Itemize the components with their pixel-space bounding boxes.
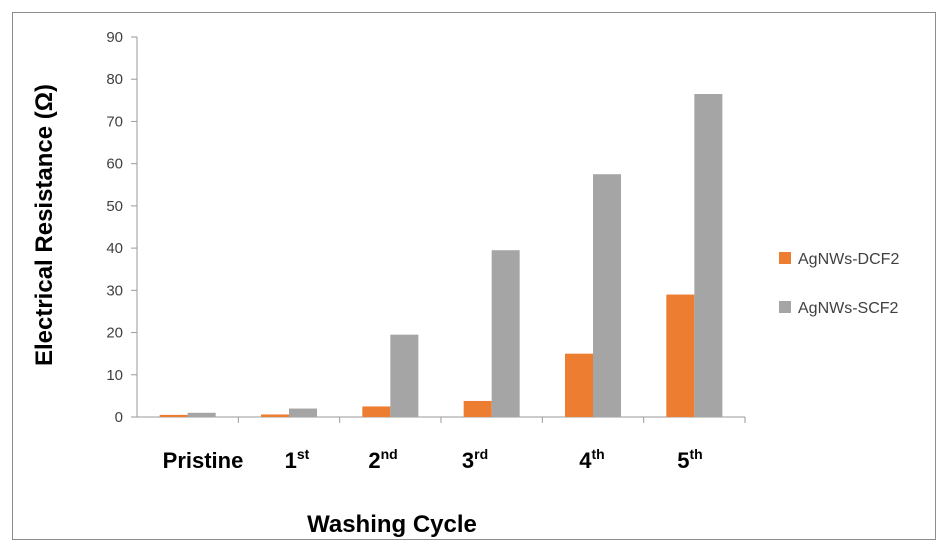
legend-label: AgNWs-SCF2 xyxy=(798,300,899,317)
y-tick-label: 90 xyxy=(106,29,123,46)
y-axis-title: Electrical Resistance (Ω) xyxy=(31,84,58,366)
y-tick-label: 80 xyxy=(106,71,123,88)
bar-agnws-dcf2-5th xyxy=(666,294,695,417)
legend-label: AgNWs-DCF2 xyxy=(798,251,899,268)
bar-agnws-scf2-pristine xyxy=(187,412,216,417)
y-tick-label: 0 xyxy=(115,409,123,426)
legend: AgNWs-DCF2 AgNWs-SCF2 xyxy=(779,251,899,317)
y-tick-label: 50 xyxy=(106,198,123,215)
bar-agnws-scf2-4th xyxy=(593,174,621,417)
y-axis: 0 10 20 30 40 50 60 70 80 90 xyxy=(106,29,746,426)
y-tick-label: 30 xyxy=(106,282,123,299)
bars xyxy=(159,94,723,417)
bar-agnws-scf2-3rd xyxy=(491,250,520,417)
x-tick-label: 4th xyxy=(579,446,604,473)
x-axis-title: Washing Cycle xyxy=(307,511,477,538)
bar-agnws-scf2-1st xyxy=(289,408,317,417)
bar-agnws-dcf2-2nd xyxy=(362,406,391,417)
bar-agnws-scf2-5th xyxy=(694,94,723,417)
x-tick-label: Pristine xyxy=(163,448,244,473)
bar-agnws-dcf2-1st xyxy=(261,414,289,417)
chart-frame xyxy=(12,12,936,540)
legend-swatch xyxy=(779,301,791,313)
x-tick-label: 2nd xyxy=(368,446,397,473)
x-tick-label: 3rd xyxy=(462,446,488,473)
y-tick-label: 70 xyxy=(106,113,123,130)
x-axis-labels: Pristine 1st 2nd 3rd 4th 5th xyxy=(163,446,703,473)
bar-agnws-dcf2-pristine xyxy=(159,414,188,417)
legend-swatch xyxy=(779,252,791,264)
x-tick-label: 1st xyxy=(285,446,310,473)
y-tick-label: 10 xyxy=(106,367,123,384)
bar-agnws-scf2-2nd xyxy=(390,334,419,417)
bar-agnws-dcf2-3rd xyxy=(463,400,492,417)
y-tick-label: 60 xyxy=(106,156,123,173)
x-tick-label: 5th xyxy=(677,446,702,473)
y-tick-label: 20 xyxy=(106,325,123,342)
y-tick-label: 40 xyxy=(106,240,123,257)
bar-agnws-dcf2-4th xyxy=(565,353,593,417)
